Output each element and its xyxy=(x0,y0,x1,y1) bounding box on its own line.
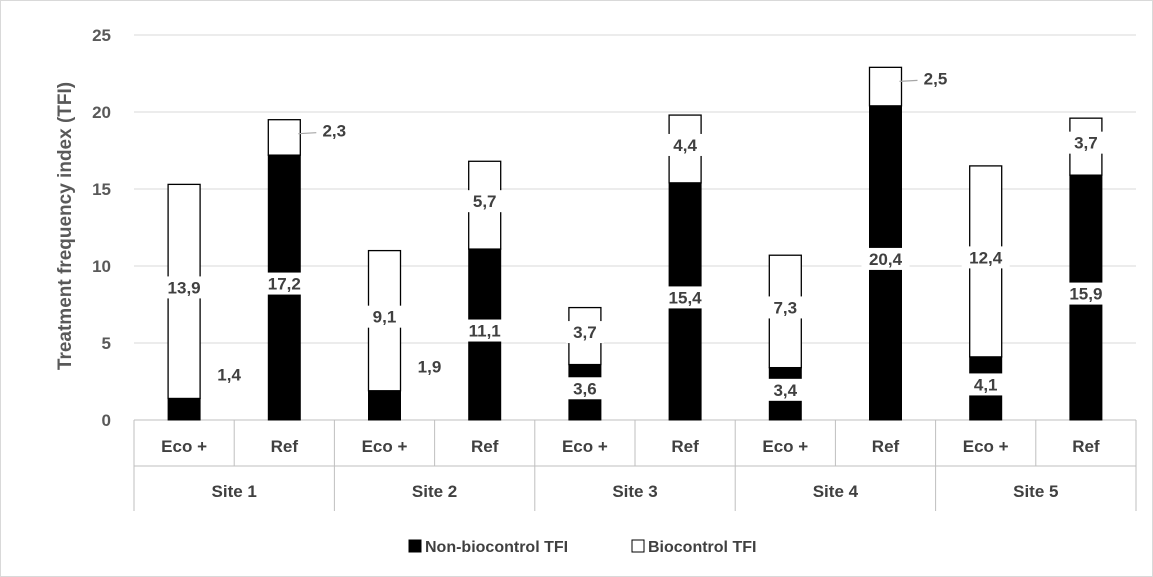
bar-non-biocontrol xyxy=(368,390,401,421)
legend: Non-biocontrol TFI Biocontrol TFI xyxy=(408,539,756,556)
data-label: 3,6 xyxy=(573,379,597,398)
y-tick-label: 0 xyxy=(102,411,111,430)
category-label: Ref xyxy=(671,437,699,456)
data-label: 3,7 xyxy=(573,323,597,342)
category-label: Eco + xyxy=(362,437,408,456)
data-label: 12,4 xyxy=(969,248,1003,267)
data-label-bg xyxy=(260,272,309,295)
leader-line xyxy=(298,132,317,135)
y-tick-label: 5 xyxy=(102,334,111,353)
group-label: Site 2 xyxy=(412,482,457,501)
data-label-bg xyxy=(460,319,509,342)
y-tick-label: 10 xyxy=(92,257,111,276)
leader-line xyxy=(899,79,918,82)
data-label: 11,1 xyxy=(469,322,501,341)
y-axis-label: Treatment frequency index (TFI) xyxy=(55,82,76,370)
data-label-bg xyxy=(961,246,1010,269)
bars xyxy=(167,66,1103,421)
data-label: 15,4 xyxy=(669,288,703,307)
legend-entry: Biocontrol TFI xyxy=(648,539,756,556)
data-label-bg xyxy=(565,377,604,400)
data-labels: 1,4 13,9 17,2 2,3 1,9 9,1 11,1 5,7 3,6 3,7 15,4 4,4… xyxy=(160,69,1110,401)
y-tick-label: 25 xyxy=(92,26,111,45)
data-label: 1,9 xyxy=(418,358,442,377)
data-label-bg xyxy=(1061,282,1110,305)
data-label: 5,7 xyxy=(473,192,497,211)
data-label-bg xyxy=(966,373,1005,396)
data-label: 4,1 xyxy=(974,375,998,394)
data-label-bg xyxy=(661,286,710,309)
category-axis: Eco + Ref Eco + Ref Eco + Ref Eco + Ref Eco + Ref… xyxy=(133,419,1137,511)
data-label: 13,9 xyxy=(168,278,201,297)
legend-swatch xyxy=(408,539,422,553)
group-label: Site 5 xyxy=(1013,482,1058,501)
legend-entry: Non-biocontrol TFI xyxy=(425,539,568,556)
bar-biocontrol xyxy=(868,66,903,107)
data-label-bg xyxy=(1066,131,1105,154)
data-label: 1,4 xyxy=(217,365,241,384)
data-label-bg xyxy=(365,305,404,328)
category-label: Eco + xyxy=(562,437,608,456)
data-label: 7,3 xyxy=(773,298,797,317)
legend-swatch xyxy=(631,539,645,553)
data-label: 3,4 xyxy=(773,381,797,400)
category-label: Ref xyxy=(271,437,299,456)
data-label-bg xyxy=(861,247,910,270)
category-label: Ref xyxy=(872,437,900,456)
data-label: 3,7 xyxy=(1074,134,1098,153)
data-label-bg xyxy=(565,321,604,344)
y-tick-label: 20 xyxy=(92,103,111,122)
data-label: 17,2 xyxy=(268,275,301,294)
category-label: Ref xyxy=(471,437,499,456)
category-label: Ref xyxy=(1072,437,1100,456)
data-label: 2,3 xyxy=(322,122,346,141)
data-label: 2,5 xyxy=(924,69,948,88)
data-label-bg xyxy=(465,190,504,213)
group-label: Site 1 xyxy=(212,482,257,501)
y-tick-labels: 0 5 10 15 20 25 xyxy=(92,26,111,430)
data-label: 20,4 xyxy=(869,250,903,269)
group-label: Site 4 xyxy=(813,482,859,501)
data-label: 9,1 xyxy=(373,308,397,327)
group-label: Site 3 xyxy=(612,482,657,501)
category-label: Eco + xyxy=(762,437,808,456)
data-label-bg xyxy=(160,276,209,299)
data-label-bg xyxy=(766,378,805,401)
data-label-bg xyxy=(666,133,705,156)
category-label: Eco + xyxy=(161,437,207,456)
data-label: 15,9 xyxy=(1069,285,1102,304)
y-tick-label: 15 xyxy=(92,180,111,199)
category-label: Eco + xyxy=(963,437,1009,456)
data-label: 4,4 xyxy=(673,136,697,155)
bar-non-biocontrol xyxy=(167,397,201,421)
data-label-bg xyxy=(766,296,805,319)
bar-biocontrol xyxy=(267,119,301,156)
